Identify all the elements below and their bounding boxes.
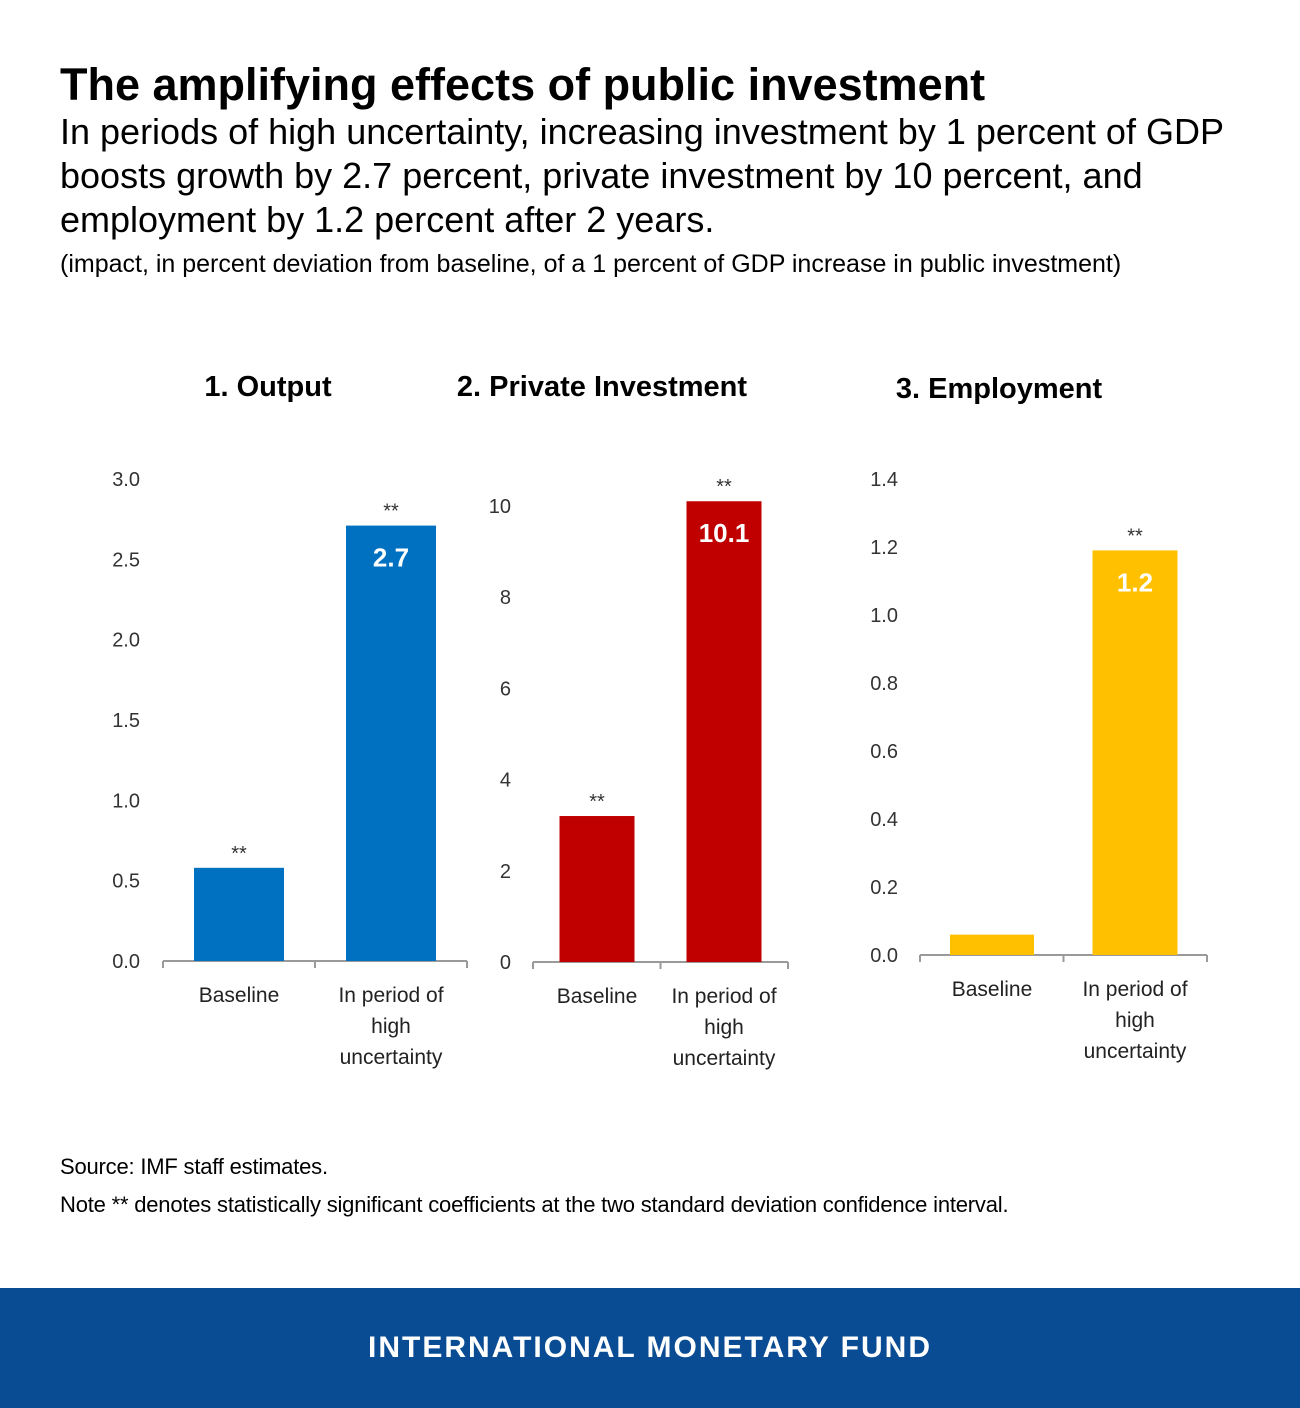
charts-canvas: 1. Output 0.0 0.5 1.0 1.5 2.0 2.5 3.0 ** Baseline…: [112, 371, 1208, 1070]
category-label: uncertainty: [673, 1047, 776, 1070]
category-label: high: [371, 1015, 411, 1038]
bar: [346, 525, 436, 961]
chart-title-private-investment: 2. Private Investment: [457, 371, 747, 403]
y-tick-label: 2: [500, 861, 511, 883]
y-tick-label: 0.8: [870, 673, 898, 695]
bar: [1092, 550, 1178, 955]
category-label: high: [704, 1016, 744, 1039]
data-label: 10.1: [699, 518, 750, 548]
bar: [950, 934, 1034, 955]
category-label: high: [1115, 1009, 1155, 1032]
y-tick-label: 2.5: [112, 549, 140, 571]
y-tick-label: 0: [500, 952, 511, 974]
data-label: 1.2: [1117, 567, 1153, 597]
category-label: Baseline: [557, 985, 638, 1008]
chart-title-output: 1. Output: [204, 371, 332, 403]
page-title: The amplifying effects of public investm…: [60, 59, 986, 110]
significance-marker: **: [1127, 525, 1143, 547]
data-label: 2.7: [373, 543, 409, 573]
y-tick-label: 10: [489, 496, 511, 518]
unit-note: (impact, in percent deviation from basel…: [60, 250, 1122, 278]
imf-wordmark: INTERNATIONAL MONETARY FUND: [368, 1331, 932, 1364]
y-tick-label: 1.0: [112, 790, 140, 812]
bar: [686, 501, 762, 962]
y-tick-label: 8: [500, 587, 511, 609]
bar: [194, 867, 284, 961]
y-tick-label: 0.4: [870, 809, 898, 831]
y-tick-label: 1.4: [870, 469, 898, 491]
significance-marker: **: [589, 791, 605, 813]
y-tick-label: 0.2: [870, 877, 898, 899]
chart-title-employment: 3. Employment: [896, 373, 1103, 405]
y-tick-label: 1.5: [112, 710, 140, 732]
source-note: Source: IMF staff estimates.: [60, 1154, 328, 1179]
category-label: uncertainty: [340, 1046, 443, 1069]
y-tick-label: 4: [500, 770, 511, 792]
y-tick-label: 0.0: [870, 945, 898, 967]
y-tick-label: 3.0: [112, 469, 140, 491]
footer-bar: INTERNATIONAL MONETARY FUND: [0, 1288, 1300, 1408]
category-label: uncertainty: [1084, 1040, 1187, 1063]
y-tick-label: 0.5: [112, 871, 140, 893]
y-tick-label: 6: [500, 678, 511, 700]
significance-marker: **: [716, 476, 732, 498]
category-label: Baseline: [199, 984, 280, 1007]
y-tick-label: 0.6: [870, 741, 898, 763]
significance-note: Note ** denotes statistically significan…: [60, 1192, 1009, 1217]
category-label: In period of: [338, 984, 443, 1007]
bar: [559, 816, 635, 962]
category-label: Baseline: [952, 978, 1033, 1001]
y-tick-label: 1.2: [870, 537, 898, 559]
y-tick-label: 0.0: [112, 951, 140, 973]
category-label: In period of: [1082, 978, 1187, 1001]
y-tick-label: 2.0: [112, 630, 140, 652]
significance-marker: **: [383, 501, 399, 523]
page-subtitle: In periods of high uncertainty, increasi…: [60, 111, 1224, 240]
y-tick-label: 1.0: [870, 605, 898, 627]
category-label: In period of: [671, 985, 776, 1008]
significance-marker: **: [231, 843, 247, 865]
